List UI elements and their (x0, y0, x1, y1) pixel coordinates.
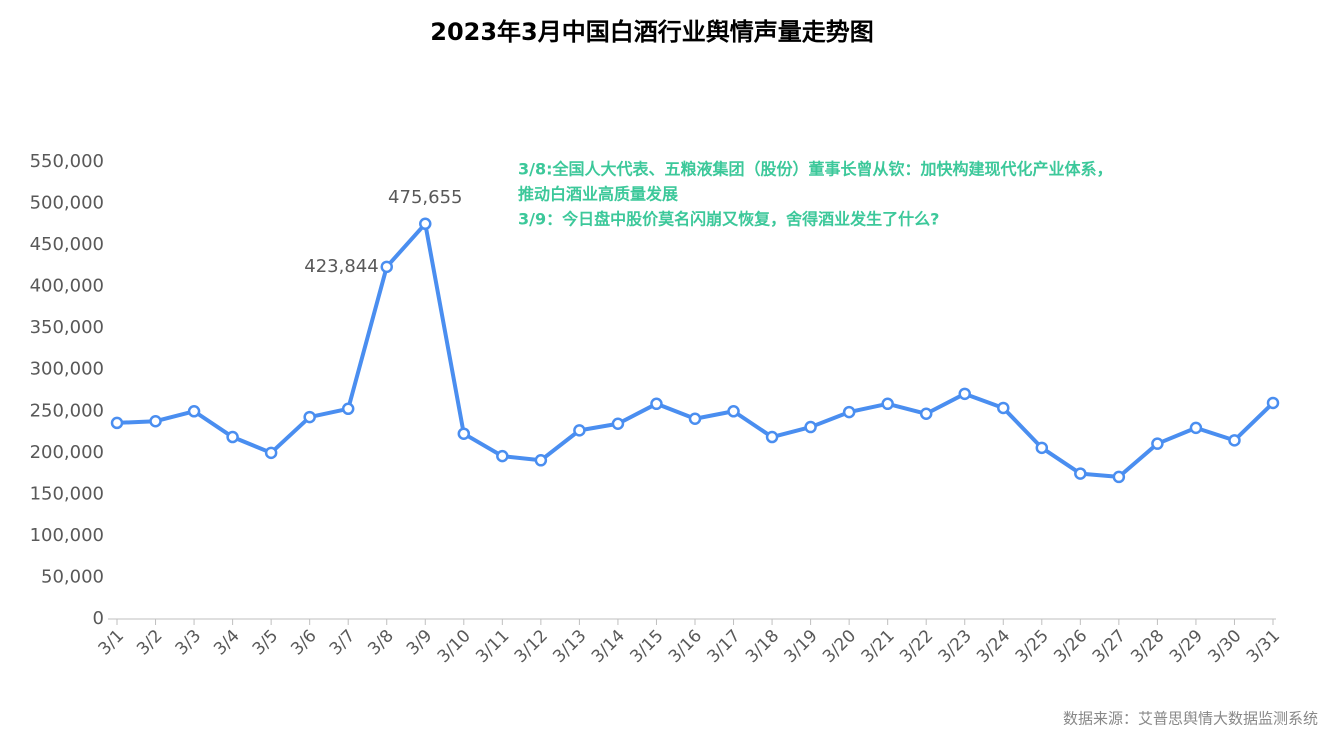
data-label: 423,844 (304, 256, 378, 277)
x-tick-label: 3/6 (287, 626, 320, 659)
x-tick-label: 3/3 (172, 626, 205, 659)
x-tick-label: 3/27 (1089, 626, 1130, 667)
data-point (1189, 421, 1203, 435)
x-tick-label: 3/30 (1204, 626, 1245, 667)
data-point (187, 405, 201, 418)
data-point (496, 449, 509, 463)
data-point (264, 446, 278, 460)
data-point (1266, 396, 1280, 410)
y-tick-label: 350,000 (30, 317, 104, 338)
x-tick-label: 3/8 (364, 626, 397, 659)
y-tick-label: 300,000 (30, 359, 104, 380)
data-point (765, 430, 779, 444)
y-tick-label: 100,000 (30, 525, 104, 546)
x-tick-label: 3/1 (95, 626, 128, 659)
data-point (688, 412, 702, 426)
y-tick-label: 150,000 (30, 483, 104, 504)
x-tick-label: 3/19 (781, 626, 822, 667)
annotation: 3/9：今日盘中股价莫名闪崩又恢复，舍得酒业发生了什么? (518, 210, 939, 229)
y-tick-label: 200,000 (30, 442, 104, 463)
x-tick-label: 3/14 (588, 626, 629, 667)
data-point (419, 217, 432, 231)
y-tick-label: 450,000 (30, 234, 104, 255)
data-point (881, 397, 894, 411)
annotation: 推动白酒业高质量发展 (518, 185, 679, 204)
x-tick-label: 3/22 (896, 626, 937, 667)
chart-title: 2023年3月中国白酒行业舆情声量走势图 (430, 18, 874, 46)
data-point (534, 454, 548, 467)
x-tick-label: 3/24 (973, 626, 1014, 667)
data-point (1151, 437, 1164, 450)
x-tick-label: 3/13 (549, 626, 590, 667)
x-tick-label: 3/29 (1166, 626, 1207, 667)
y-tick-label: 50,000 (41, 566, 104, 587)
y-tick-label: 550,000 (30, 151, 104, 172)
data-point (341, 402, 355, 416)
x-tick-label: 3/18 (742, 626, 783, 667)
data-point (110, 416, 124, 430)
data-point (457, 427, 471, 440)
data-point (804, 420, 817, 434)
x-tick-label: 3/4 (210, 626, 243, 659)
line-series (116, 221, 1275, 479)
y-tick-label: 250,000 (30, 400, 104, 421)
data-point (1074, 467, 1087, 480)
x-tick-label: 3/17 (703, 626, 744, 667)
x-tick-label: 3/15 (626, 626, 667, 667)
x-tick-label: 3/9 (403, 626, 436, 659)
data-point (611, 417, 625, 430)
x-tick-label: 3/2 (133, 626, 166, 659)
y-tick-label: 0 (93, 608, 104, 629)
data-point (1228, 434, 1241, 447)
data-point (997, 401, 1010, 415)
data-point (380, 260, 393, 274)
data-point (727, 405, 740, 418)
y-tick-label: 400,000 (30, 276, 104, 297)
data-point (1035, 441, 1049, 455)
y-tick-label: 500,000 (30, 193, 104, 214)
x-tick-label: 3/5 (249, 626, 282, 659)
x-tick-label: 3/28 (1127, 626, 1168, 667)
data-label: 475,655 (388, 187, 462, 208)
x-tick-label: 3/20 (819, 626, 860, 667)
data-point (573, 424, 586, 437)
data-point (303, 410, 316, 424)
x-tick-label: 3/12 (511, 626, 552, 667)
x-tick-label: 3/31 (1243, 626, 1284, 667)
x-tick-label: 3/25 (1012, 626, 1053, 667)
annotation: 3/8:全国人大代表、五粮液集团（股份）董事长曾从钦：加快构建现代化产业体系， (518, 160, 1113, 179)
x-tick-label: 3/11 (472, 626, 513, 667)
data-point (1112, 470, 1126, 484)
source-note: 数据来源：艾普思舆情大数据监测系统 (1063, 710, 1318, 728)
data-point (650, 397, 663, 411)
data-point (919, 407, 933, 421)
x-tick-label: 3/21 (858, 626, 899, 667)
x-tick-label: 3/23 (935, 626, 976, 667)
x-tick-label: 3/16 (665, 626, 706, 667)
data-point (958, 387, 971, 401)
data-point (842, 405, 856, 419)
x-tick-label: 3/7 (326, 626, 359, 659)
x-tick-label: 3/26 (1050, 626, 1091, 667)
x-tick-label: 3/10 (434, 626, 475, 667)
data-point (226, 430, 239, 444)
data-point (149, 414, 162, 428)
